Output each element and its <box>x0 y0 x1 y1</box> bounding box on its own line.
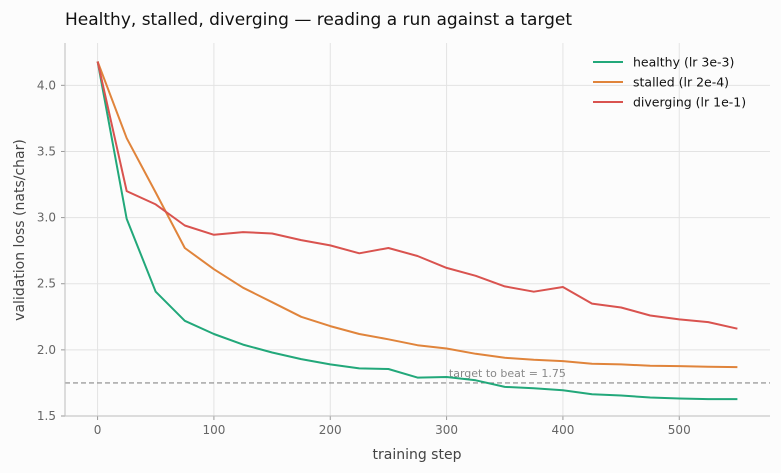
x-tick-label: 0 <box>94 423 102 437</box>
y-tick-label: 2.0 <box>37 343 56 357</box>
series-line-0 <box>96 61 738 401</box>
y-tick-label: 4.0 <box>37 78 56 92</box>
x-tick-label: 200 <box>319 423 342 437</box>
y-tick-label: 3.5 <box>37 144 56 158</box>
series-group <box>96 61 738 401</box>
x-axis-label: training step <box>373 447 462 463</box>
y-tick-label: 1.5 <box>37 409 56 423</box>
tick-labels: 0 100 200 300 400 500 1.5 2.0 2.5 3.0 3.5 4.0 <box>37 78 691 437</box>
y-tick-label: 3.0 <box>37 211 56 225</box>
target-annotation: target to beat = 1.75 <box>449 367 566 380</box>
x-tick-label: 300 <box>435 423 458 437</box>
legend-label-1: stalled (lr 2e-4) <box>633 75 729 90</box>
axes <box>61 43 770 420</box>
x-tick-label: 100 <box>202 423 225 437</box>
legend-label-0: healthy (lr 3e-3) <box>633 55 734 70</box>
chart-title: Healthy, stalled, diverging — reading a … <box>65 10 572 30</box>
series-line-1 <box>96 61 738 369</box>
reference-line-group: target to beat = 1.75 <box>65 367 770 384</box>
y-axis-label: validation loss (nats/char) <box>12 139 28 321</box>
y-tick-label: 2.5 <box>37 277 56 291</box>
x-tick-label: 400 <box>551 423 574 437</box>
series-line-2 <box>96 61 738 330</box>
legend-label-2: diverging (lr 1e-1) <box>633 95 746 110</box>
x-tick-label: 500 <box>668 423 691 437</box>
legend: healthy (lr 3e-3) stalled (lr 2e-4) diverg… <box>593 55 746 110</box>
